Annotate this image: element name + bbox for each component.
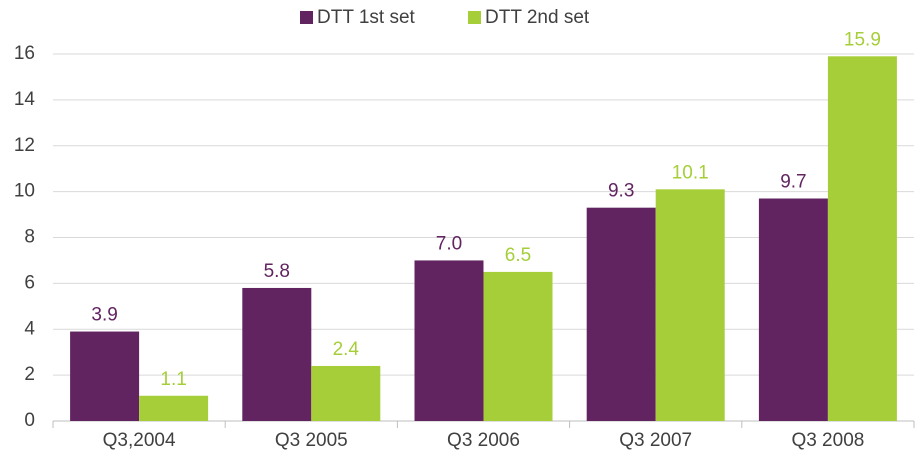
y-tick-label: 12 [14, 135, 35, 156]
bar [242, 287, 312, 421]
y-tick-label: 4 [24, 318, 35, 339]
data-label: 5.8 [264, 261, 290, 282]
bar [827, 56, 897, 421]
y-tick-label: 6 [24, 272, 35, 293]
x-tick-label: Q3,2004 [103, 430, 176, 451]
bar [655, 189, 725, 421]
x-tick-label: Q3 2005 [275, 430, 348, 451]
data-label: 6.5 [505, 245, 531, 266]
legend-label: DTT 2nd set [485, 7, 590, 28]
data-label: 1.1 [160, 369, 186, 390]
y-tick-label: 8 [24, 227, 35, 248]
x-tick-label: Q3 2007 [619, 430, 692, 451]
bar [758, 198, 828, 421]
bar [139, 395, 209, 421]
data-label: 2.4 [333, 339, 360, 360]
bar [483, 271, 553, 421]
bar [414, 260, 484, 421]
bar [70, 331, 140, 421]
y-tick-label: 14 [14, 89, 36, 110]
data-label: 3.9 [91, 305, 117, 326]
legend-swatch [300, 11, 313, 24]
data-label: 15.9 [844, 29, 881, 50]
data-label: 7.0 [436, 233, 462, 254]
x-tick-label: Q3 2006 [447, 430, 520, 451]
bar [586, 207, 656, 421]
legend-swatch [468, 11, 481, 24]
data-label: 9.3 [608, 181, 634, 202]
y-tick-label: 0 [24, 410, 35, 431]
y-tick-label: 10 [14, 181, 35, 202]
bar [311, 365, 381, 421]
y-tick-label: 2 [24, 364, 35, 385]
y-tick-label: 16 [14, 43, 35, 64]
data-label: 9.7 [780, 172, 806, 193]
data-label: 10.1 [672, 162, 709, 183]
x-tick-label: Q3 2008 [791, 430, 864, 451]
legend-label: DTT 1st set [317, 7, 416, 28]
